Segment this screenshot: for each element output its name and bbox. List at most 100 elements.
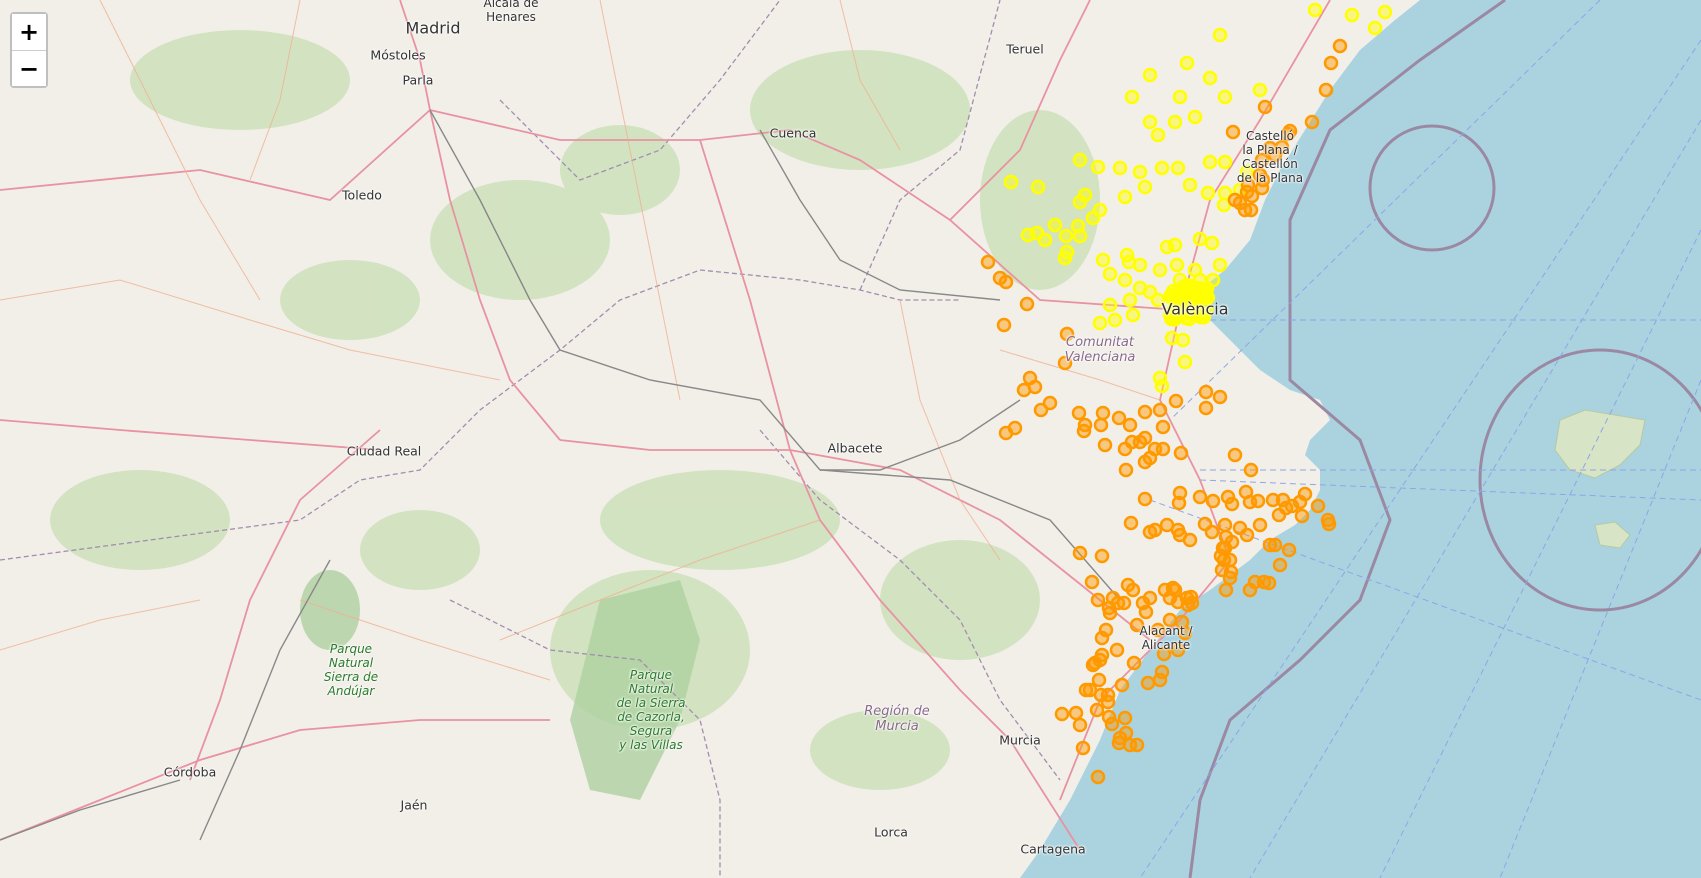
- map-marker[interactable]: [1125, 307, 1141, 323]
- map-marker[interactable]: [1222, 570, 1238, 586]
- map-marker[interactable]: [1090, 592, 1106, 608]
- map-marker[interactable]: [1257, 99, 1273, 115]
- map-marker[interactable]: [1202, 154, 1218, 170]
- map-marker[interactable]: [1071, 405, 1087, 421]
- map-marker[interactable]: [1367, 20, 1383, 36]
- map-marker[interactable]: [1323, 55, 1339, 71]
- map-marker[interactable]: [1121, 254, 1137, 270]
- map-marker[interactable]: [1132, 164, 1148, 180]
- map-marker[interactable]: [1217, 89, 1233, 105]
- map-marker[interactable]: [1167, 311, 1182, 326]
- map-marker[interactable]: [1154, 664, 1170, 680]
- map-marker[interactable]: [1155, 419, 1171, 435]
- map-marker[interactable]: [1304, 114, 1320, 130]
- map-marker[interactable]: [1112, 160, 1128, 176]
- map-marker[interactable]: [1091, 672, 1107, 688]
- map-marker[interactable]: [1111, 735, 1127, 751]
- map-marker[interactable]: [1332, 38, 1348, 54]
- map-marker[interactable]: [1089, 702, 1105, 718]
- map-marker[interactable]: [1310, 498, 1326, 514]
- map-marker[interactable]: [1090, 159, 1106, 175]
- map-marker[interactable]: [1003, 174, 1019, 190]
- map-marker[interactable]: [1125, 582, 1141, 598]
- map-marker[interactable]: [1122, 417, 1138, 433]
- map-marker[interactable]: [1072, 228, 1088, 244]
- map-marker[interactable]: [996, 317, 1012, 333]
- map-marker[interactable]: [1137, 430, 1153, 446]
- map-marker[interactable]: [1239, 184, 1255, 200]
- map-marker[interactable]: [1344, 7, 1360, 23]
- map-marker[interactable]: [1377, 4, 1393, 20]
- map-marker[interactable]: [1192, 231, 1208, 247]
- map-marker[interactable]: [1117, 710, 1133, 726]
- map-marker[interactable]: [1243, 202, 1259, 218]
- map-marker[interactable]: [1033, 402, 1049, 418]
- map-marker[interactable]: [1154, 378, 1170, 394]
- map-marker[interactable]: [1122, 292, 1138, 308]
- map-marker[interactable]: [1267, 147, 1283, 163]
- map-marker[interactable]: [1030, 179, 1046, 195]
- map-marker[interactable]: [1094, 630, 1110, 646]
- map-marker[interactable]: [1168, 393, 1184, 409]
- map-marker[interactable]: [1170, 642, 1186, 658]
- map-marker[interactable]: [1093, 687, 1109, 703]
- map-marker[interactable]: [1019, 296, 1035, 312]
- map-marker[interactable]: [1227, 447, 1243, 463]
- map-marker[interactable]: [1126, 655, 1142, 671]
- map-marker[interactable]: [1179, 55, 1195, 71]
- map-marker[interactable]: [1093, 417, 1109, 433]
- map-marker[interactable]: [1137, 491, 1153, 507]
- map-marker[interactable]: [1072, 152, 1088, 168]
- map-marker[interactable]: [1294, 508, 1310, 524]
- map-marker[interactable]: [1200, 185, 1216, 201]
- map-marker[interactable]: [1095, 405, 1111, 421]
- map-marker[interactable]: [1297, 486, 1313, 502]
- map-marker[interactable]: [1097, 437, 1113, 453]
- map-marker[interactable]: [998, 274, 1014, 290]
- zoom-out-button[interactable]: −: [12, 50, 46, 86]
- map-marker[interactable]: [1167, 114, 1183, 130]
- map-marker[interactable]: [1117, 272, 1133, 288]
- map-marker[interactable]: [1116, 595, 1132, 611]
- map-marker[interactable]: [1175, 332, 1191, 348]
- map-marker[interactable]: [1212, 27, 1228, 43]
- map-marker[interactable]: [1182, 177, 1198, 193]
- map-marker[interactable]: [1109, 642, 1125, 658]
- map-marker[interactable]: [1102, 297, 1118, 313]
- map-marker[interactable]: [1124, 89, 1140, 105]
- map-marker[interactable]: [1076, 423, 1092, 439]
- map-marker[interactable]: [1187, 109, 1203, 125]
- map-marker[interactable]: [1059, 326, 1075, 342]
- map-marker[interactable]: [1216, 552, 1232, 568]
- map-marker[interactable]: [1114, 677, 1130, 693]
- map-marker[interactable]: [1152, 262, 1168, 278]
- map-marker[interactable]: [1227, 192, 1243, 208]
- map-marker[interactable]: [1047, 217, 1063, 233]
- map-marker[interactable]: [1271, 507, 1287, 523]
- map-marker[interactable]: [1204, 524, 1220, 540]
- map-marker[interactable]: [1177, 354, 1193, 370]
- map-marker[interactable]: [1238, 484, 1254, 500]
- map-marker[interactable]: [1007, 420, 1023, 436]
- map-marker[interactable]: [1192, 489, 1208, 505]
- zoom-in-button[interactable]: +: [12, 14, 46, 50]
- map-marker[interactable]: [1111, 410, 1127, 426]
- map-marker[interactable]: [1020, 227, 1036, 243]
- map-marker[interactable]: [1075, 740, 1091, 756]
- map-marker[interactable]: [1265, 492, 1281, 508]
- map-marker[interactable]: [1224, 496, 1240, 512]
- map-marker[interactable]: [1218, 582, 1234, 598]
- map-marker[interactable]: [1252, 517, 1268, 533]
- map-marker[interactable]: [1104, 716, 1120, 732]
- map-marker[interactable]: [1170, 160, 1186, 176]
- map-marker[interactable]: [1212, 389, 1228, 405]
- map-marker[interactable]: [1138, 604, 1154, 620]
- map-marker[interactable]: [1085, 210, 1101, 226]
- map-marker[interactable]: [1142, 114, 1158, 130]
- map-marker[interactable]: [1150, 292, 1166, 308]
- map-marker[interactable]: [1167, 237, 1183, 253]
- map-marker[interactable]: [1280, 126, 1296, 142]
- map-marker[interactable]: [1054, 706, 1070, 722]
- map-marker[interactable]: [1255, 172, 1271, 188]
